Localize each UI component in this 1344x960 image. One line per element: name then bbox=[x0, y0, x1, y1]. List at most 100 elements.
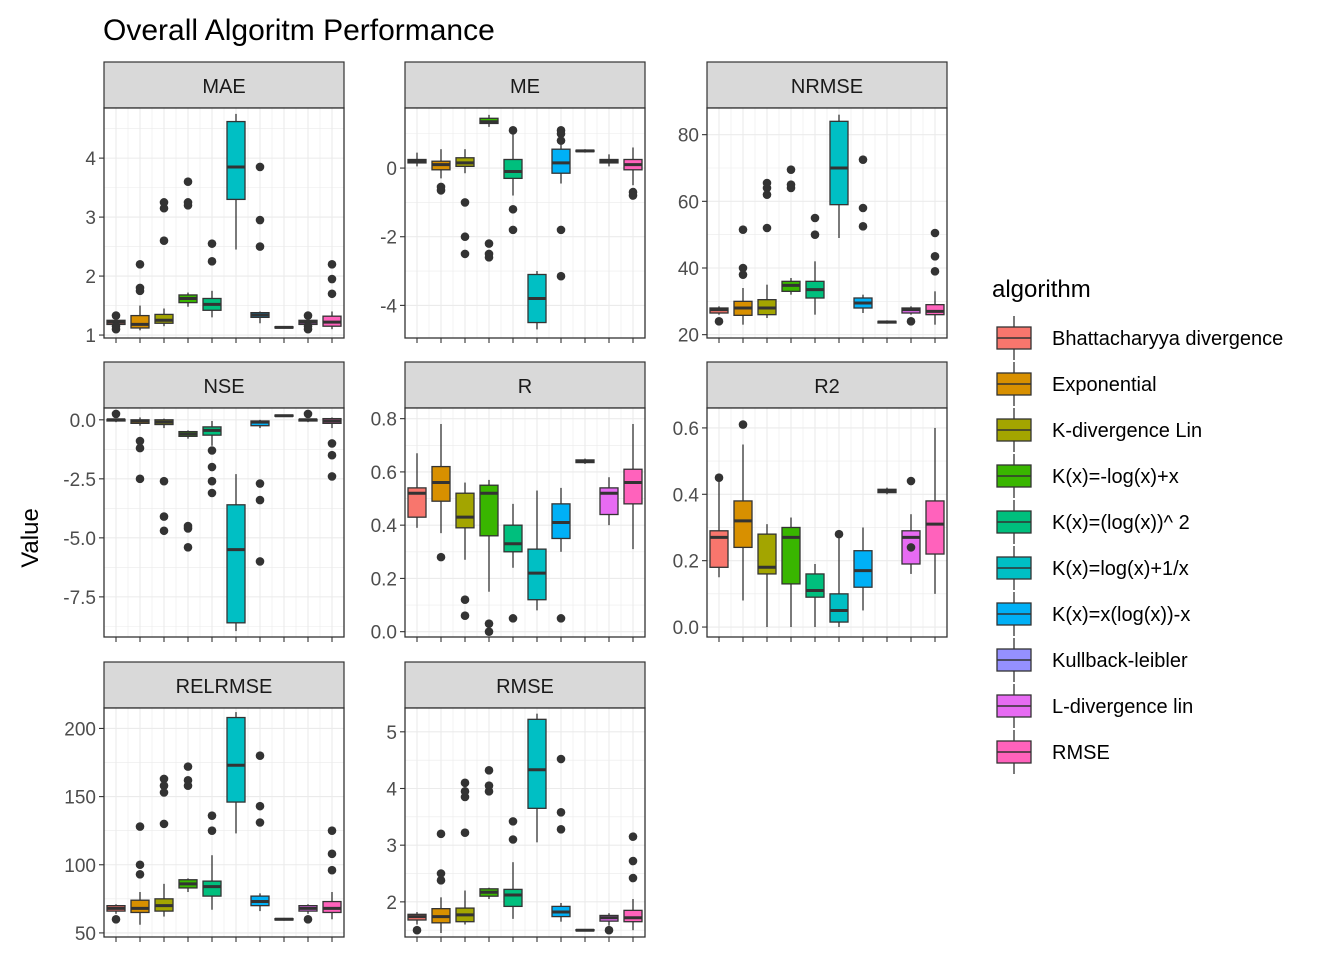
box-body bbox=[853, 550, 873, 588]
outlier-point bbox=[906, 543, 916, 552]
box-nrmse-k-x-x-log-x-x bbox=[853, 155, 873, 313]
chart-title: Overall Algoritm Performance bbox=[103, 14, 495, 47]
outlier-point bbox=[460, 595, 470, 605]
box-me-k-x-log-x-2 bbox=[503, 126, 523, 235]
box-body bbox=[551, 148, 571, 174]
outlier-point bbox=[183, 762, 193, 771]
box-mae-k-x-log-x-1-x bbox=[226, 113, 246, 250]
outlier-point bbox=[111, 311, 121, 320]
box-rmse-k-x-log-x-2 bbox=[503, 817, 523, 919]
outlier-point bbox=[906, 476, 916, 486]
box-relrmse-rmse bbox=[322, 826, 342, 920]
outlier-point bbox=[508, 817, 518, 826]
box-me-k-x-log-x-x bbox=[479, 114, 499, 262]
box-r2-k-x-log-x-2 bbox=[805, 563, 825, 628]
legend-label: K(x)=log(x)+1/x bbox=[1052, 558, 1189, 580]
outlier-point bbox=[303, 311, 313, 320]
outlier-point bbox=[628, 191, 638, 200]
strip-label-me: ME bbox=[510, 76, 540, 98]
outlier-point bbox=[159, 526, 169, 536]
box-nrmse-k-x-log-x-1-x bbox=[829, 114, 849, 238]
outlier-point bbox=[207, 826, 217, 835]
outlier-point bbox=[460, 232, 470, 242]
y-tick-label-r: 0.4 bbox=[371, 516, 398, 537]
outlier-point bbox=[159, 788, 169, 797]
box-r2-k-x-log-x-1-x bbox=[829, 529, 849, 628]
outlier-point bbox=[303, 321, 313, 331]
box-body bbox=[226, 716, 246, 803]
outlier-point bbox=[930, 267, 940, 276]
grid-mae bbox=[104, 108, 344, 338]
outlier-point bbox=[436, 186, 446, 195]
outlier-point bbox=[556, 136, 566, 145]
outlier-point bbox=[135, 283, 145, 293]
y-tick-label-me: -4 bbox=[380, 296, 397, 317]
box-rmse-k-x-log-x-x bbox=[479, 766, 499, 900]
outlier-point bbox=[484, 253, 494, 262]
outlier-point bbox=[183, 198, 193, 207]
y-tick-label-rmse: 5 bbox=[386, 723, 397, 744]
outlier-point bbox=[159, 198, 169, 207]
y-tick-label-rmse: 4 bbox=[386, 779, 397, 800]
outlier-point bbox=[183, 775, 193, 785]
y-tick-label-mae: 2 bbox=[85, 267, 96, 288]
legend-item-l-divergence-lin: L-divergence lin bbox=[996, 684, 1193, 728]
box-nse-k-x-x-log-x-x bbox=[250, 419, 270, 566]
box-rmse-k-x-log-x-1-x bbox=[527, 713, 547, 843]
outlier-point bbox=[460, 611, 470, 620]
outlier-point bbox=[460, 828, 470, 838]
legend-item-rmse: RMSE bbox=[996, 730, 1110, 774]
box-r-kullback-leibler bbox=[575, 458, 595, 464]
box-rmse-k-divergence-lin bbox=[455, 778, 475, 925]
outlier-point bbox=[834, 529, 844, 539]
legend-item-k-divergence-lin: K-divergence Lin bbox=[996, 408, 1202, 452]
panel-border-r2 bbox=[706, 407, 948, 638]
legend-item-bhattacharyya-divergence: Bhattacharyya divergence bbox=[996, 316, 1283, 360]
y-tick-label-relrmse: 50 bbox=[75, 924, 96, 945]
outlier-point bbox=[207, 462, 217, 472]
outlier-point bbox=[207, 476, 217, 486]
box-rmse-rmse bbox=[623, 832, 643, 931]
outlier-point bbox=[738, 270, 748, 279]
panel-border-rmse bbox=[404, 707, 646, 938]
outlier-point bbox=[159, 774, 169, 784]
panel-border-me bbox=[404, 107, 646, 339]
outlier-point bbox=[714, 473, 724, 482]
panel-border-mae bbox=[103, 107, 345, 339]
outlier-point bbox=[135, 822, 145, 831]
box-nrmse-k-x-log-x-x bbox=[781, 165, 801, 295]
box-body bbox=[925, 500, 945, 555]
outlier-point bbox=[858, 155, 868, 164]
box-r-l-divergence-lin bbox=[599, 477, 619, 526]
outlier-point bbox=[604, 925, 614, 935]
box-r-k-x-log-x-2 bbox=[503, 503, 523, 623]
box-r-bhattacharyya-divergence bbox=[407, 453, 427, 528]
outlier-point bbox=[207, 257, 217, 266]
box-nse-k-x-log-x-2 bbox=[202, 420, 222, 498]
outlier-point bbox=[738, 420, 748, 429]
box-mae-k-divergence-lin bbox=[154, 198, 174, 327]
y-tick-label-r: 0.2 bbox=[371, 569, 397, 590]
box-body bbox=[226, 504, 246, 624]
outlier-point bbox=[762, 190, 772, 199]
strip-me bbox=[404, 61, 646, 109]
y-tick-label-nse: -7.5 bbox=[63, 588, 96, 609]
outlier-point bbox=[556, 807, 566, 817]
y-tick-label-nrmse: 40 bbox=[678, 259, 699, 280]
box-nrmse-k-x-log-x-2 bbox=[805, 213, 825, 315]
box-r-k-x-log-x-1-x bbox=[527, 490, 547, 611]
outlier-point bbox=[159, 203, 169, 213]
legend-label: Bhattacharyya divergence bbox=[1052, 328, 1283, 350]
box-mae-bhattacharyya-divergence bbox=[106, 311, 126, 334]
outlier-point bbox=[436, 552, 446, 562]
panel-border-nrmse bbox=[706, 107, 948, 339]
panel-relrmse: RELRMSE 50 100 150 200 bbox=[64, 661, 345, 945]
box-mae-l-divergence-lin bbox=[298, 311, 318, 334]
panel-r2: R2 0.0 0.2 0.4 0.6 bbox=[673, 361, 948, 642]
box-mae-exponential bbox=[130, 259, 150, 331]
box-r2-k-x-x-log-x-x bbox=[853, 527, 873, 611]
box-mae-k-x-log-x-x bbox=[178, 177, 198, 307]
box-body bbox=[407, 487, 427, 518]
box-nrmse-l-divergence-lin bbox=[901, 306, 921, 326]
